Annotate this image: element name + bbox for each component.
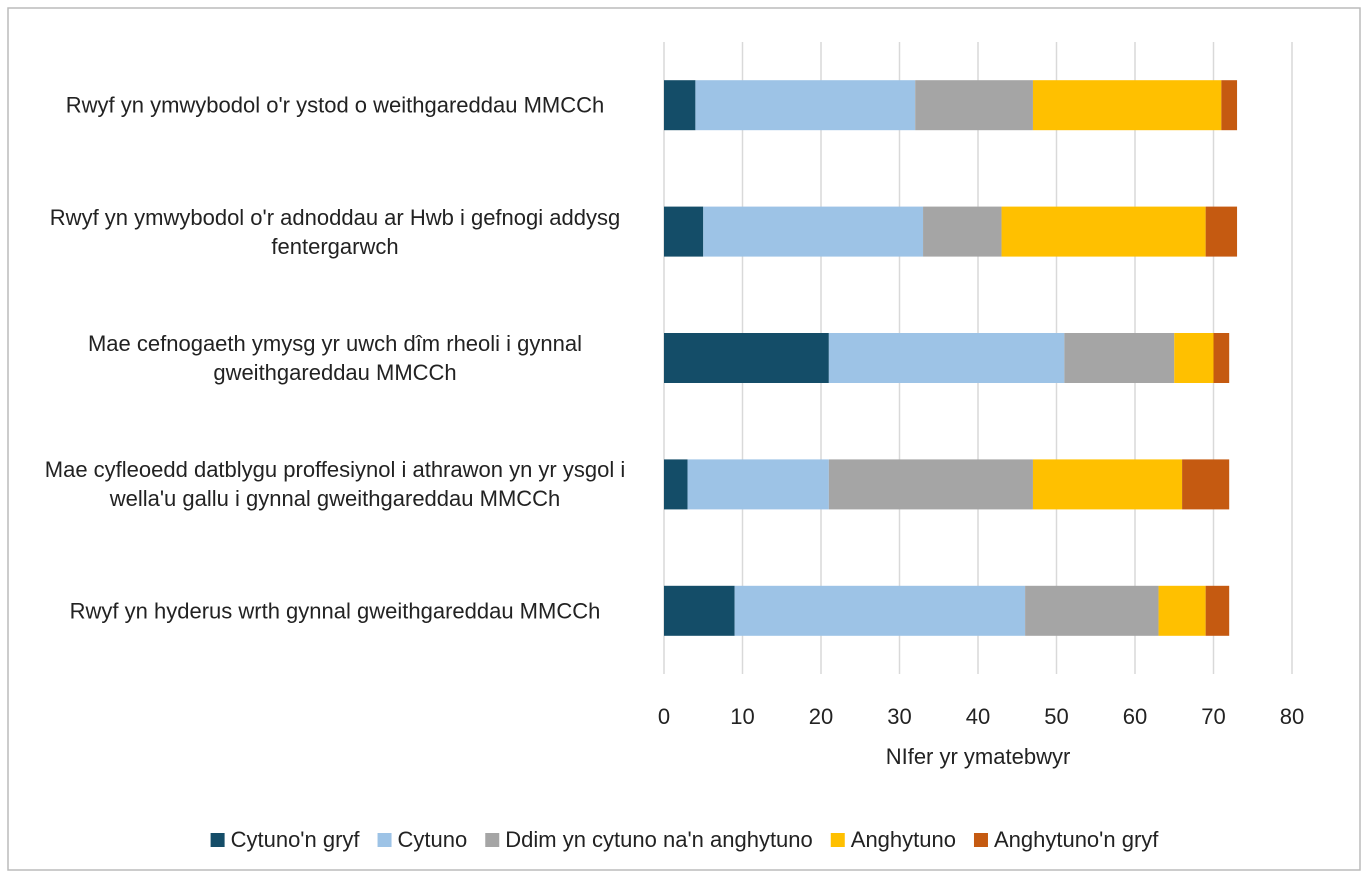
bar-segment [1205,585,1230,636]
x-tick-label: 0 [658,704,670,729]
y-tick-label: Mae cyfleoedd datblygu proffesiynol i at… [44,457,626,512]
y-tick-label: Rwyf yn ymwybodol o'r ystod o weithgared… [65,92,605,118]
x-tick-label: 30 [887,704,911,729]
bar-segment [1174,333,1214,383]
bar-segment [734,585,1026,636]
bar-segment [915,80,1033,131]
bar-segment [1032,459,1183,510]
bar-segment [664,80,696,131]
legend-swatch [377,833,392,847]
bar-segment [664,585,735,636]
bar-segment [687,459,829,510]
bar-segment [1221,80,1238,131]
x-tick-label: 80 [1280,704,1304,729]
x-tick-label: 10 [730,704,754,729]
bar-segment [695,80,916,131]
legend-swatch [973,833,988,847]
bar-segment [664,206,704,257]
x-tick-label: 20 [809,704,833,729]
bar-segment [1158,585,1206,636]
bar-segment [828,459,1033,510]
y-tick-label: Rwyf yn ymwybodol o'r adnoddau ar Hwb i … [49,204,621,259]
y-tick-label: Mae cefnogaeth ymysg yr uwch dîm rheoli … [87,331,582,385]
bar-segment [664,333,829,383]
chart-border [7,7,1361,871]
legend-swatch [485,833,500,847]
legend-label: Anghytuno'n gryf [994,827,1159,852]
legend-swatch [210,833,225,847]
bar-segment [1205,206,1238,257]
bar-segment [923,206,1002,257]
legend-swatch [830,833,845,847]
legend-label: Anghytuno [851,827,956,852]
bar-segment [664,459,688,510]
legend-label: Cytuno [398,827,468,852]
x-axis-title: NIfer yr ymatebwyr [886,744,1071,769]
x-tick-label: 40 [966,704,990,729]
bar-segment [828,333,1065,383]
bar-segment [1064,333,1175,383]
bar-segment [1032,80,1222,131]
legend-label: Cytuno'n gryf [231,827,361,852]
bar-segment [703,206,924,257]
y-tick-label: Rwyf yn hyderus wrth gynnal gweithgaredd… [69,598,601,624]
x-tick-label: 50 [1044,704,1068,729]
bar-segment [1001,206,1206,257]
bar-segment [1182,459,1230,510]
bar-segment [1025,585,1159,636]
x-tick-label: 70 [1201,704,1225,729]
bar-segment [1213,333,1230,383]
x-tick-label: 60 [1123,704,1147,729]
legend-label: Ddim yn cytuno na'n anghytuno [505,827,813,852]
